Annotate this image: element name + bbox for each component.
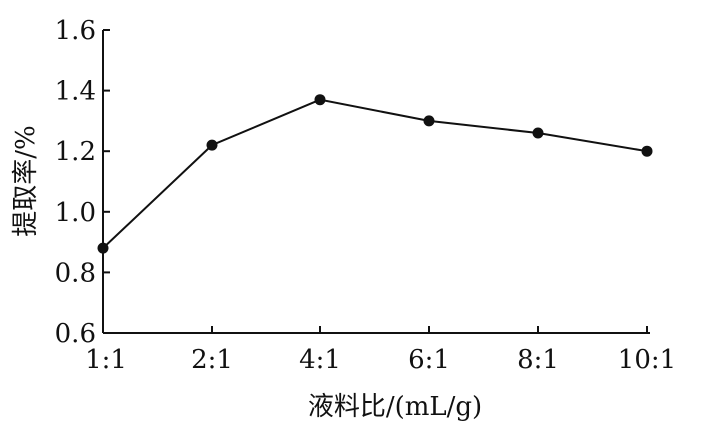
x-tick-label: 8:1: [517, 345, 559, 375]
data-point: [423, 115, 435, 127]
data-point: [641, 145, 653, 157]
axes: [102, 30, 650, 334]
y-tick-label: 1.6: [55, 16, 96, 46]
series: [97, 94, 653, 254]
y-axis-title: 提取率/%: [11, 125, 41, 236]
y-tick-label: 1.2: [55, 137, 96, 167]
x-axis-title: 液料比/(mL/g): [308, 392, 482, 422]
y-tick-label: 0.8: [55, 258, 96, 288]
x-tick-label: 1:1: [85, 345, 127, 375]
y-tick-label: 1.0: [55, 198, 96, 228]
data-point: [206, 139, 218, 151]
x-ticks: 1:1 2:1 4:1 6:1 8:1 10:1: [85, 326, 676, 375]
x-tick-label: 6:1: [408, 345, 450, 375]
series-line: [102, 98, 648, 249]
data-point: [97, 242, 109, 254]
data-point: [532, 127, 544, 139]
y-tick-label: 0.6: [55, 319, 96, 349]
x-tick-label: 10:1: [618, 345, 676, 375]
x-tick-label: 4:1: [299, 345, 341, 375]
x-tick-label: 2:1: [191, 345, 233, 375]
data-point: [314, 94, 326, 106]
y-ticks: 0.6 0.8 1.0 1.2 1.4 1.6: [55, 16, 110, 349]
y-tick-label: 1.4: [55, 77, 96, 107]
